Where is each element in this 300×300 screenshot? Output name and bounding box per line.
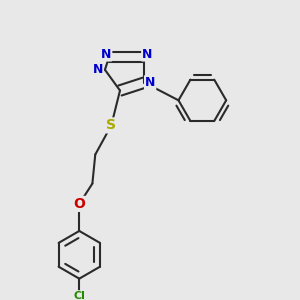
Text: O: O (74, 197, 85, 211)
Text: Cl: Cl (74, 291, 85, 300)
Text: N: N (92, 63, 103, 76)
Text: N: N (101, 48, 111, 61)
Text: N: N (142, 48, 152, 61)
Text: S: S (106, 118, 116, 132)
Text: N: N (145, 76, 155, 89)
